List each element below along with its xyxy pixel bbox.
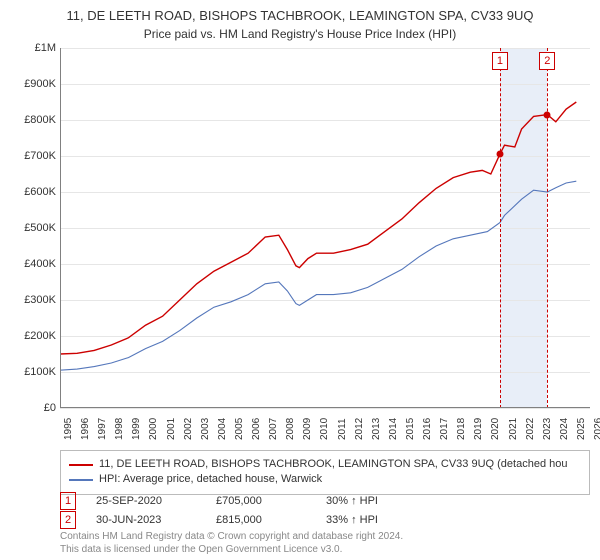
event-badge: 1 xyxy=(60,492,76,510)
footer-line: Contains HM Land Registry data © Crown c… xyxy=(60,530,403,543)
line-series xyxy=(60,48,590,408)
x-tick-label: 2000 xyxy=(148,418,159,440)
y-tick-label: £600K xyxy=(4,186,56,198)
event-row: 2 30-JUN-2023 £815,000 33% ↑ HPI xyxy=(60,511,378,529)
x-tick-label: 2019 xyxy=(473,418,484,440)
y-tick-label: £500K xyxy=(4,222,56,234)
x-tick-label: 2025 xyxy=(576,418,587,440)
x-tick-label: 1999 xyxy=(131,418,142,440)
x-axis-line xyxy=(60,407,590,408)
y-tick-label: £1M xyxy=(4,42,56,54)
x-tick-label: 2007 xyxy=(268,418,279,440)
legend: 11, DE LEETH ROAD, BISHOPS TACHBROOK, LE… xyxy=(60,450,590,495)
y-axis-line xyxy=(60,48,61,408)
x-tick-label: 2001 xyxy=(166,418,177,440)
events-table: 1 25-SEP-2020 £705,000 30% ↑ HPI 2 30-JU… xyxy=(60,492,378,530)
x-tick-label: 2008 xyxy=(285,418,296,440)
x-tick-label: 2011 xyxy=(337,418,348,440)
x-tick-label: 2002 xyxy=(183,418,194,440)
x-tick-label: 2010 xyxy=(319,418,330,440)
y-tick-label: £200K xyxy=(4,330,56,342)
event-price: £815,000 xyxy=(216,512,326,529)
event-marker-dot xyxy=(496,151,503,158)
x-tick-label: 1997 xyxy=(97,418,108,440)
chart-container: 11, DE LEETH ROAD, BISHOPS TACHBROOK, LE… xyxy=(0,0,600,560)
event-date: 30-JUN-2023 xyxy=(96,512,216,529)
event-vline xyxy=(547,48,548,408)
y-tick-label: £0 xyxy=(4,402,56,414)
event-date: 25-SEP-2020 xyxy=(96,493,216,510)
x-tick-label: 2020 xyxy=(490,418,501,440)
y-tick-label: £800K xyxy=(4,114,56,126)
x-tick-label: 2003 xyxy=(200,418,211,440)
y-tick-label: £700K xyxy=(4,150,56,162)
x-tick-label: 2005 xyxy=(234,418,245,440)
x-tick-label: 1996 xyxy=(80,418,91,440)
legend-item: HPI: Average price, detached house, Warw… xyxy=(69,472,581,487)
x-tick-label: 2018 xyxy=(456,418,467,440)
footer-line: This data is licensed under the Open Gov… xyxy=(60,543,403,556)
event-marker-box: 2 xyxy=(539,52,555,70)
y-tick-label: £100K xyxy=(4,366,56,378)
x-tick-label: 2014 xyxy=(388,418,399,440)
x-tick-label: 2006 xyxy=(251,418,262,440)
page-subtitle: Price paid vs. HM Land Registry's House … xyxy=(0,25,600,41)
x-tick-label: 1998 xyxy=(114,418,125,440)
legend-label: HPI: Average price, detached house, Warw… xyxy=(99,472,322,487)
event-delta: 33% ↑ HPI xyxy=(326,512,378,529)
x-tick-label: 2023 xyxy=(542,418,553,440)
legend-item: 11, DE LEETH ROAD, BISHOPS TACHBROOK, LE… xyxy=(69,457,581,472)
gridline xyxy=(60,408,590,409)
legend-label: 11, DE LEETH ROAD, BISHOPS TACHBROOK, LE… xyxy=(99,457,567,472)
x-tick-label: 2015 xyxy=(405,418,416,440)
y-tick-label: £300K xyxy=(4,294,56,306)
x-tick-label: 2016 xyxy=(422,418,433,440)
event-vline xyxy=(500,48,501,408)
series-line-hpi xyxy=(60,181,576,370)
event-price: £705,000 xyxy=(216,493,326,510)
x-tick-label: 2021 xyxy=(508,418,519,440)
x-tick-label: 2022 xyxy=(525,418,536,440)
legend-swatch xyxy=(69,464,93,466)
event-row: 1 25-SEP-2020 £705,000 30% ↑ HPI xyxy=(60,492,378,510)
x-tick-label: 2012 xyxy=(354,418,365,440)
footer-attribution: Contains HM Land Registry data © Crown c… xyxy=(60,530,403,556)
x-tick-label: 1995 xyxy=(63,418,74,440)
event-delta: 30% ↑ HPI xyxy=(326,493,378,510)
x-tick-label: 2026 xyxy=(593,418,600,440)
page-title: 11, DE LEETH ROAD, BISHOPS TACHBROOK, LE… xyxy=(0,0,600,25)
legend-swatch xyxy=(69,479,93,481)
y-tick-label: £900K xyxy=(4,78,56,90)
plot-area: 12 xyxy=(60,48,590,408)
x-tick-label: 2017 xyxy=(439,418,450,440)
x-tick-label: 2013 xyxy=(371,418,382,440)
y-tick-label: £400K xyxy=(4,258,56,270)
event-marker-box: 1 xyxy=(492,52,508,70)
event-marker-dot xyxy=(544,111,551,118)
series-line-property xyxy=(60,102,576,354)
x-tick-label: 2004 xyxy=(217,418,228,440)
x-tick-label: 2024 xyxy=(559,418,570,440)
event-badge: 2 xyxy=(60,511,76,529)
x-tick-label: 2009 xyxy=(302,418,313,440)
